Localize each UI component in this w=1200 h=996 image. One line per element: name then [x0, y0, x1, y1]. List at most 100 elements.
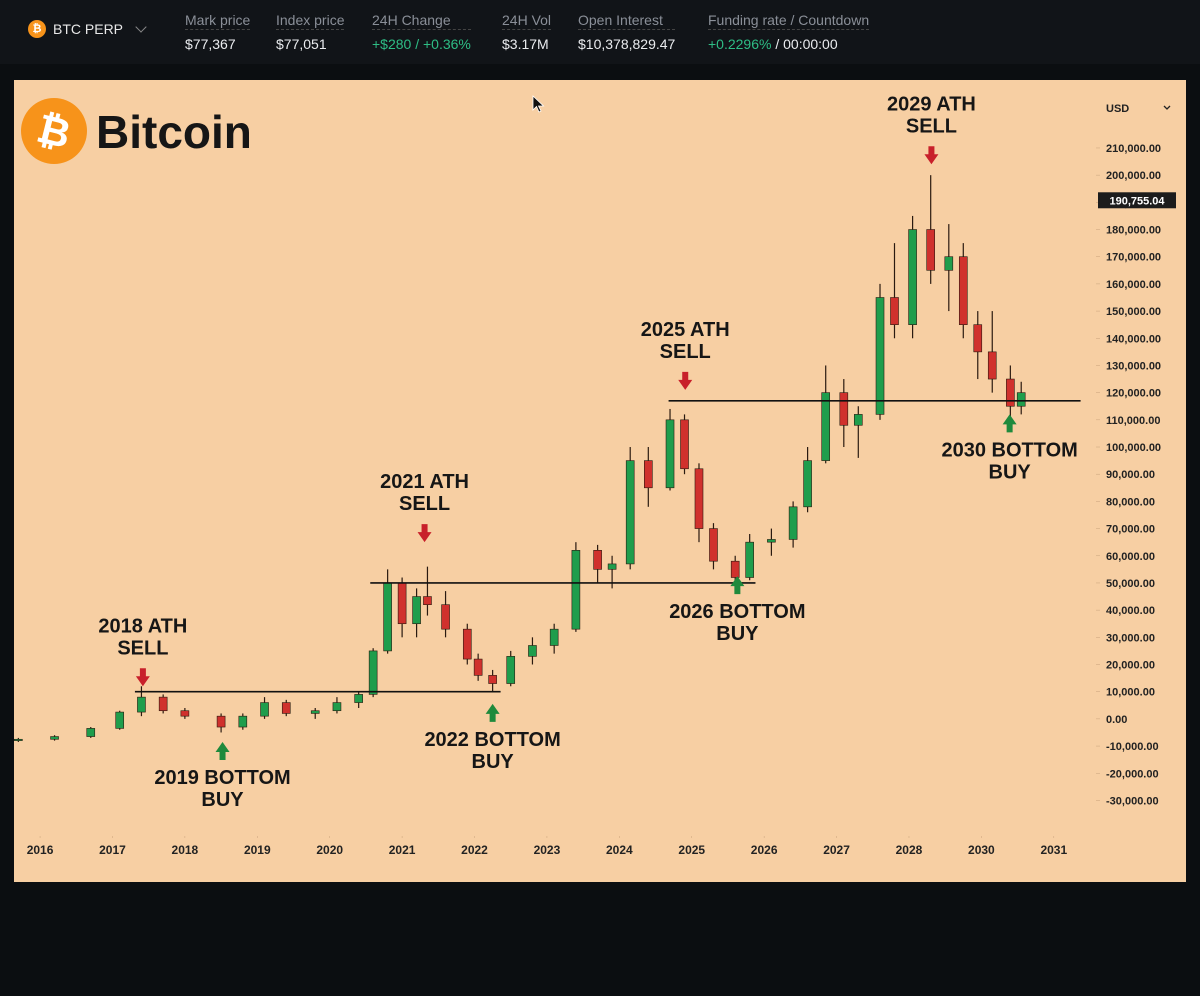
x-tick-label: 2021	[389, 843, 416, 857]
y-tick-label: -30,000.00	[1106, 795, 1159, 807]
currency-chevron	[1163, 105, 1171, 110]
x-tick-label: 2026	[751, 843, 778, 857]
buy-arrow	[485, 703, 500, 722]
stat-value: $10,378,829.47	[578, 36, 675, 52]
candle-body	[1016, 392, 1026, 407]
stat: 24H Vol $3.17M	[502, 12, 552, 52]
candle-body	[680, 419, 689, 470]
candle-body	[383, 582, 392, 652]
candle-body	[50, 736, 59, 740]
x-tick-label: 2018	[172, 843, 199, 857]
stat-label: 24H Change	[372, 12, 471, 30]
candle-body	[944, 256, 954, 271]
x-tick-label: 2027	[823, 843, 850, 857]
candle-body	[839, 392, 849, 426]
buy-arrow	[730, 576, 745, 595]
y-tick-label: 200,000.00	[1106, 170, 1161, 182]
annotation-text: 2025 ATH	[641, 319, 730, 341]
page: {"header":{"logo_symbol":"₿","symbol":"B…	[14, 12, 1186, 882]
annotation-text: 2026 BOTTOM	[669, 601, 805, 623]
candle-body	[238, 715, 248, 728]
sell-arrow	[678, 371, 693, 390]
stat-value: +$280 / +0.36%	[372, 36, 471, 52]
y-tick-label: 40,000.00	[1106, 605, 1155, 617]
x-tick-label: 2025	[678, 843, 705, 857]
x-tick-label: 2019	[244, 843, 271, 857]
y-tick-label: -10,000.00	[1106, 741, 1159, 753]
currency: USD	[1106, 103, 1129, 115]
candle-body	[354, 694, 363, 703]
y-tick-label: 30,000.00	[1106, 632, 1155, 644]
candle-body	[473, 658, 483, 676]
stat-value-part: $77,367	[185, 36, 236, 52]
y-tick-label: 10,000.00	[1106, 687, 1155, 699]
candle-body	[821, 392, 831, 461]
candle-body	[137, 696, 146, 713]
candle-body	[86, 728, 96, 737]
candle-body	[788, 506, 798, 540]
candle-body	[281, 702, 291, 714]
buy-arrow	[1002, 414, 1017, 433]
candle-body	[180, 710, 190, 717]
stat-value-part: $3.17M	[502, 36, 549, 52]
x-tick-label: 2016	[27, 843, 54, 857]
stat-label: Mark price	[185, 12, 251, 30]
candle-body	[803, 460, 812, 508]
x-tick-label: 2031	[1040, 843, 1067, 857]
candle-body	[216, 715, 226, 728]
y-tick-label: 140,000.00	[1106, 333, 1161, 345]
candle-body	[987, 351, 997, 380]
stat-value-part: +$280 / +0.36%	[372, 36, 471, 52]
cursor	[532, 95, 545, 113]
x-tick-label: 2017	[99, 843, 126, 857]
candle-body	[607, 563, 617, 570]
annotation-text: SELL	[660, 341, 711, 363]
candle-body	[875, 297, 885, 415]
y-tick-label: 130,000.00	[1106, 360, 1161, 372]
symbol-selector[interactable]: ₿ BTC PERP	[28, 20, 147, 38]
annotation-text: 2021 ATH	[380, 471, 469, 493]
stat-label: Open Interest	[578, 12, 676, 30]
last-price-badge	[1098, 192, 1176, 209]
candle-body	[625, 460, 635, 565]
stat-value-part: $10,378,829.47	[578, 36, 676, 52]
y-tick-label: 90,000.00	[1106, 469, 1155, 481]
stat-value: +0.2296% / 00:00:00	[708, 36, 869, 52]
y-tick-label: 210,000.00	[1106, 143, 1161, 155]
y-tick-label: 170,000.00	[1106, 252, 1161, 264]
buy-arrow	[215, 741, 230, 760]
y-tick-label: 180,000.00	[1106, 225, 1161, 237]
bitcoin-logo	[21, 98, 87, 164]
stat-value: $77,367	[185, 36, 250, 52]
candle-body	[310, 710, 320, 714]
chart-title: Bitcoin	[96, 106, 252, 158]
candle-body	[853, 414, 863, 426]
candle-body	[926, 229, 935, 271]
candle-body	[423, 596, 432, 605]
x-tick-label: 2023	[534, 843, 561, 857]
coin-icon: ₿	[28, 20, 46, 38]
candle-body	[14, 738, 23, 741]
candle-body	[767, 539, 776, 543]
y-tick-label: 70,000.00	[1106, 524, 1155, 536]
x-tick-label: 2020	[316, 843, 343, 857]
stat-value-part: +0.2296%	[708, 36, 772, 52]
y-tick-label: 0.00	[1106, 714, 1127, 726]
annotation-text: 2030 BOTTOM	[941, 439, 1077, 461]
candle-body	[571, 550, 581, 630]
candle-body	[665, 419, 675, 489]
y-tick-label: -20,000.00	[1106, 768, 1159, 780]
annotation-text: BUY	[989, 461, 1032, 483]
stat: Funding rate / Countdown +0.2296% / 00:00…	[708, 12, 870, 52]
annotation-text: BUY	[201, 789, 244, 811]
stat: Mark price $77,367	[185, 12, 251, 52]
candle-body	[1006, 378, 1015, 407]
stat-label: Index price	[276, 12, 345, 30]
chart: ₿ Bitcoin USD -30,000.00-20,000.00-10,00…	[14, 80, 1186, 882]
x-tick-label: 2022	[461, 843, 488, 857]
y-tick-label: 60,000.00	[1106, 551, 1155, 563]
annotation-text: SELL	[399, 493, 450, 515]
candle-body	[368, 650, 378, 695]
y-tick-label: 110,000.00	[1106, 415, 1160, 427]
annotation-text: SELL	[906, 115, 957, 137]
